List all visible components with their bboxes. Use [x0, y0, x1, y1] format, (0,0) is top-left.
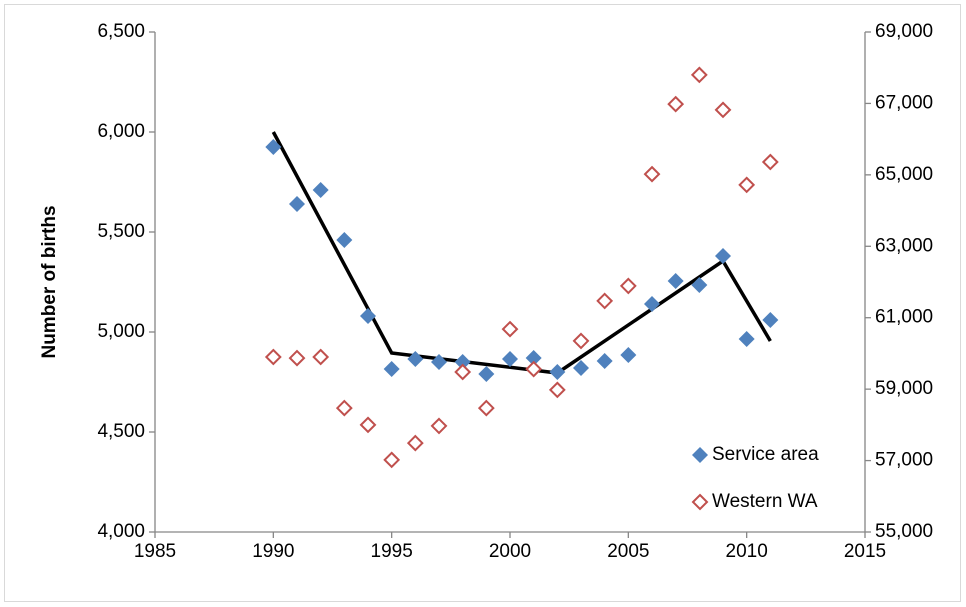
legend-label: Service area	[712, 444, 819, 465]
point	[738, 331, 755, 347]
point	[643, 165, 661, 183]
point	[288, 349, 306, 367]
x-tick-label: 2015	[844, 541, 886, 562]
point	[761, 153, 779, 171]
point	[501, 320, 519, 338]
y2-tick-label: 69,000	[875, 21, 933, 42]
point	[454, 363, 472, 381]
point	[596, 353, 613, 369]
point	[620, 347, 637, 363]
point	[715, 248, 731, 264]
y-axis-title: Number of births	[39, 205, 60, 358]
point	[478, 366, 495, 382]
y-tick-label: 5,000	[97, 321, 145, 342]
point	[525, 350, 542, 366]
point	[383, 451, 401, 469]
point	[431, 354, 447, 370]
x-tick-label: 1985	[134, 541, 176, 562]
x-tick-label: 1995	[371, 541, 413, 562]
point	[525, 360, 543, 378]
x-tick-label: 2000	[489, 541, 531, 562]
x-tick-label: 2010	[726, 541, 768, 562]
point	[360, 308, 376, 324]
point	[738, 176, 756, 194]
y2-tick-label: 57,000	[875, 450, 933, 471]
point	[667, 95, 685, 113]
point	[596, 292, 614, 310]
point	[454, 354, 471, 370]
chart-border	[4, 4, 961, 602]
point	[644, 296, 660, 312]
y-tick-label: 5,500	[97, 221, 145, 242]
point	[548, 381, 566, 399]
y2-tick-label: 67,000	[875, 92, 933, 113]
point	[619, 277, 637, 295]
legend-marker	[692, 447, 708, 463]
y-tick-label: 4,000	[97, 521, 145, 542]
point	[336, 232, 353, 248]
point	[667, 273, 684, 289]
point	[265, 139, 282, 155]
point	[312, 348, 330, 366]
point	[335, 399, 353, 417]
point	[573, 360, 589, 376]
y2-tick-label: 65,000	[875, 164, 933, 185]
y2-tick-label: 55,000	[875, 521, 933, 542]
point	[762, 312, 779, 328]
legend-label: Western WA	[712, 491, 818, 512]
x-tick-label: 2005	[607, 541, 649, 562]
y-tick-label: 6,000	[97, 121, 145, 142]
y2-tick-label: 61,000	[875, 307, 933, 328]
y2-tick-label: 59,000	[875, 378, 933, 399]
x-tick-label: 1990	[252, 541, 294, 562]
point	[430, 417, 448, 435]
point	[691, 277, 708, 293]
point	[359, 416, 377, 434]
point	[264, 348, 282, 366]
point	[549, 364, 566, 380]
point	[312, 182, 329, 198]
point	[714, 101, 732, 119]
point	[289, 196, 305, 212]
point	[690, 66, 708, 84]
y-tick-label: 6,500	[97, 21, 145, 42]
point	[477, 399, 495, 417]
point	[407, 351, 424, 367]
y2-tick-label: 63,000	[875, 235, 933, 256]
legend-marker	[691, 493, 709, 511]
point	[383, 361, 400, 377]
point	[406, 434, 424, 452]
point	[572, 332, 590, 350]
point	[502, 351, 518, 367]
y-tick-label: 4,500	[97, 421, 145, 442]
